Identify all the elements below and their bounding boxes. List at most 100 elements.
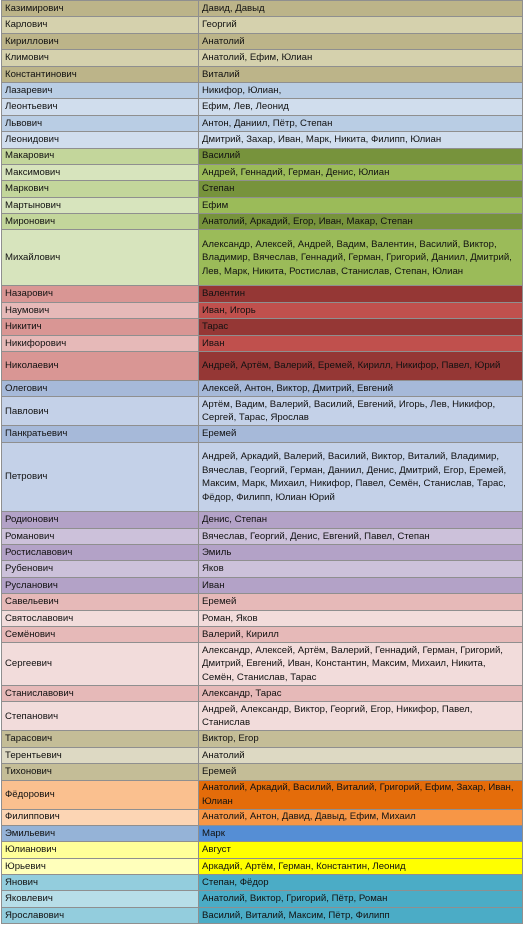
names-cell: Ефим	[198, 196, 523, 215]
table-row: Рубенович Яков	[1, 560, 523, 578]
patronymic-cell: Русланович	[1, 576, 199, 595]
names-cell: Роман, Яков	[198, 609, 523, 628]
names-cell: Александр, Алексей, Андрей, Вадим, Вален…	[198, 229, 523, 287]
table-row: Филиппович Анатолий, Антон, Давид, Давыд,…	[1, 808, 523, 826]
patronymic-cell: Кириллович	[1, 32, 199, 51]
patronymic-cell: Фёдорович	[1, 779, 199, 810]
patronymic-cell: Эмильевич	[1, 824, 199, 843]
patronymic-cell: Савельевич	[1, 593, 199, 611]
table-row: Терентьевич Анатолий	[1, 746, 523, 765]
patronymic-cell: Панкратьевич	[1, 425, 199, 443]
patronymic-cell: Никифорович	[1, 334, 199, 353]
names-cell: Яков	[198, 560, 523, 578]
names-cell: Василий	[198, 147, 523, 165]
table-row: Назарович Валентин	[1, 285, 523, 303]
patronymic-cell: Миронович	[1, 213, 199, 231]
patronymic-cell: Семёнович	[1, 626, 199, 644]
names-cell: Андрей, Геннадий, Герман, Денис, Юлиан	[198, 163, 523, 182]
patronymic-cell: Николаевич	[1, 351, 199, 382]
patronymic-table-body: Казимирович Давид, Давыд Карлович Георгий Ки…	[1, 0, 523, 925]
names-cell: Виктор, Егор	[198, 730, 523, 748]
names-cell: Анатолий, Виктор, Григорий, Пётр, Роман	[198, 890, 523, 908]
names-cell: Анатолий, Ефим, Юлиан	[198, 49, 523, 67]
table-row: Ростиславович Эмиль	[1, 544, 523, 562]
patronymic-cell: Казимирович	[1, 0, 199, 18]
names-cell: Антон, Даниил, Пётр, Степан	[198, 114, 523, 133]
names-cell: Василий, Виталий, Максим, Пётр, Филипп	[198, 906, 523, 925]
names-cell: Никифор, Юлиан,	[198, 81, 523, 100]
table-row: Леонтьевич Ефим, Лев, Леонид	[1, 98, 523, 116]
names-cell: Иван	[198, 334, 523, 353]
names-cell: Иван	[198, 576, 523, 595]
patronymic-cell: Михайлович	[1, 229, 199, 287]
table-row: Карлович Георгий	[1, 16, 523, 34]
names-cell: Степан	[198, 180, 523, 198]
patronymic-cell: Леонтьевич	[1, 98, 199, 116]
patronymic-cell: Мартынович	[1, 196, 199, 215]
names-cell: Еремей	[198, 425, 523, 443]
table-row: Константинович Виталий	[1, 65, 523, 83]
patronymic-cell: Ярославович	[1, 906, 199, 925]
names-cell: Степан, Фёдор	[198, 874, 523, 892]
table-row: Олегович Алексей, Антон, Виктор, Дмитрий,…	[1, 380, 523, 398]
patronymic-cell: Степанович	[1, 701, 199, 732]
names-cell: Анатолий	[198, 746, 523, 765]
table-row: Леонидович Дмитрий, Захар, Иван, Марк, Ни…	[1, 131, 523, 149]
patronymic-cell: Карлович	[1, 16, 199, 34]
names-cell: Анатолий, Аркадий, Василий, Виталий, Гри…	[198, 779, 523, 810]
names-cell: Александр, Алексей, Артём, Валерий, Генн…	[198, 642, 523, 686]
table-row: Тихонович Еремей	[1, 763, 523, 781]
names-cell: Андрей, Александр, Виктор, Георгий, Егор…	[198, 701, 523, 732]
patronymic-cell: Петрович	[1, 441, 199, 513]
names-cell: Георгий	[198, 16, 523, 34]
names-cell: Марк	[198, 824, 523, 843]
table-row: Мартынович Ефим	[1, 196, 523, 215]
table-row: Юлианович Август	[1, 841, 523, 859]
table-row: Родионович Денис, Степан	[1, 511, 523, 529]
table-row: Романович Вячеслав, Георгий, Денис, Евген…	[1, 527, 523, 546]
table-row: Сергеевич Александр, Алексей, Артём, Вале…	[1, 642, 523, 686]
names-cell: Валерий, Кирилл	[198, 626, 523, 644]
patronymic-cell: Леонидович	[1, 131, 199, 149]
table-row: Эмильевич Марк	[1, 824, 523, 843]
table-row: Янович Степан, Фёдор	[1, 874, 523, 892]
table-row: Михайлович Александр, Алексей, Андрей, Ва…	[1, 229, 523, 287]
table-row: Яковлевич Анатолий, Виктор, Григорий, Пёт…	[1, 890, 523, 908]
table-row: Русланович Иван	[1, 576, 523, 595]
names-cell: Август	[198, 841, 523, 859]
patronymic-cell: Никитич	[1, 318, 199, 336]
names-cell: Андрей, Аркадий, Валерий, Василий, Викто…	[198, 441, 523, 513]
table-row: Степанович Андрей, Александр, Виктор, Гео…	[1, 701, 523, 732]
table-row: Никифорович Иван	[1, 334, 523, 353]
table-row: Станиславович Александр, Тарас	[1, 684, 523, 703]
patronymic-cell: Макарович	[1, 147, 199, 165]
table-row: Климович Анатолий, Ефим, Юлиан	[1, 49, 523, 67]
patronymic-cell: Тарасович	[1, 730, 199, 748]
table-row: Савельевич Еремей	[1, 593, 523, 611]
patronymic-cell: Романович	[1, 527, 199, 546]
patronymic-cell: Климович	[1, 49, 199, 67]
table-row: Ярославович Василий, Виталий, Максим, Пёт…	[1, 906, 523, 925]
patronymic-cell: Сергеевич	[1, 642, 199, 686]
names-cell: Еремей	[198, 593, 523, 611]
table-row: Семёнович Валерий, Кирилл	[1, 626, 523, 644]
names-cell: Тарас	[198, 318, 523, 336]
names-cell: Артём, Вадим, Валерий, Василий, Евгений,…	[198, 396, 523, 427]
patronymic-cell: Филиппович	[1, 808, 199, 826]
names-cell: Андрей, Артём, Валерий, Еремей, Кирилл, …	[198, 351, 523, 382]
patronymic-cell: Рубенович	[1, 560, 199, 578]
patronymic-cell: Терентьевич	[1, 746, 199, 765]
names-cell: Денис, Степан	[198, 511, 523, 529]
table-row: Панкратьевич Еремей	[1, 425, 523, 443]
table-row: Фёдорович Анатолий, Аркадий, Василий, Вит…	[1, 779, 523, 810]
patronymic-cell: Янович	[1, 874, 199, 892]
table-row: Петрович Андрей, Аркадий, Валерий, Васили…	[1, 441, 523, 513]
names-cell: Вячеслав, Георгий, Денис, Евгений, Павел…	[198, 527, 523, 546]
names-cell: Анатолий, Аркадий, Егор, Иван, Макар, Ст…	[198, 213, 523, 231]
table-row: Львович Антон, Даниил, Пётр, Степан	[1, 114, 523, 133]
names-cell: Виталий	[198, 65, 523, 83]
patronymic-cell: Святославович	[1, 609, 199, 628]
table-row: Казимирович Давид, Давыд	[1, 0, 523, 18]
table-row: Никитич Тарас	[1, 318, 523, 336]
patronymic-cell: Наумович	[1, 301, 199, 320]
